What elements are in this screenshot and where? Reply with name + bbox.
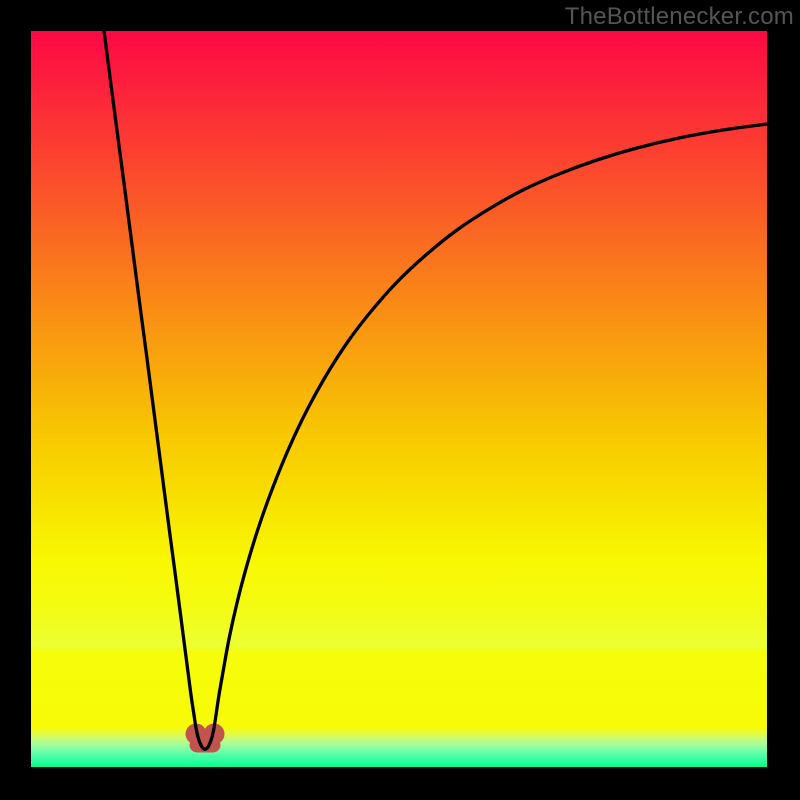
plot-area (31, 31, 767, 767)
frame-bottom (0, 767, 800, 800)
plot-svg (31, 31, 767, 767)
frame-left (0, 0, 31, 800)
frame-right (767, 0, 800, 800)
watermark-text: TheBottlenecker.com (565, 3, 794, 31)
